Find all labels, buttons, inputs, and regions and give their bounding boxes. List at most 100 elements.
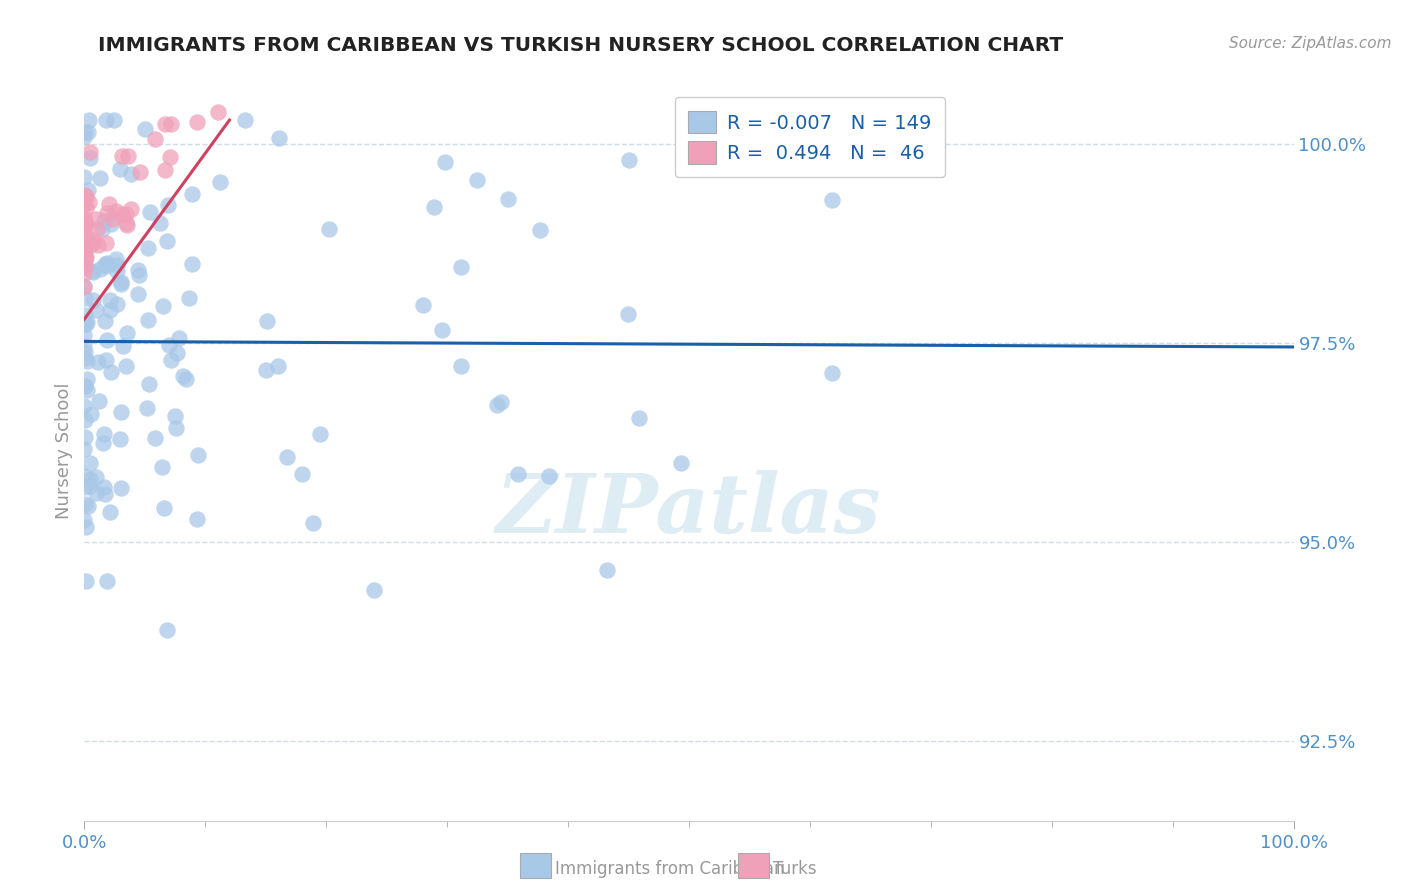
Text: IMMIGRANTS FROM CARIBBEAN VS TURKISH NURSERY SCHOOL CORRELATION CHART: IMMIGRANTS FROM CARIBBEAN VS TURKISH NUR… xyxy=(98,36,1063,54)
Point xyxy=(596,563,619,577)
Text: ZIPatlas: ZIPatlas xyxy=(496,470,882,549)
Point xyxy=(115,207,138,221)
Point xyxy=(180,186,202,201)
Point xyxy=(174,372,197,386)
Point xyxy=(82,293,104,307)
Point xyxy=(86,212,108,227)
Point xyxy=(485,398,508,412)
Point xyxy=(79,145,101,159)
Point xyxy=(157,338,180,352)
Point xyxy=(76,500,98,514)
Point xyxy=(208,175,231,189)
Point xyxy=(616,307,638,321)
Point xyxy=(75,260,97,275)
Point xyxy=(105,264,128,278)
Point xyxy=(136,241,159,255)
Point xyxy=(82,265,104,279)
Y-axis label: Nursery School: Nursery School xyxy=(55,382,73,519)
Point xyxy=(73,442,96,456)
Point xyxy=(434,154,457,169)
Point xyxy=(86,237,108,252)
Point xyxy=(291,467,314,481)
Point xyxy=(89,170,111,185)
Point xyxy=(80,237,103,252)
Point xyxy=(73,214,96,228)
Point xyxy=(75,201,97,215)
Point xyxy=(86,222,108,236)
Point xyxy=(73,129,96,144)
Point xyxy=(134,122,156,136)
Point xyxy=(73,317,96,331)
Point xyxy=(617,153,640,167)
Point xyxy=(115,326,138,340)
Point xyxy=(98,505,121,519)
Point xyxy=(117,149,139,163)
Point xyxy=(98,303,121,318)
Point xyxy=(498,193,520,207)
Point xyxy=(110,277,132,291)
Point xyxy=(145,132,167,146)
Point xyxy=(89,261,111,276)
Point xyxy=(96,352,118,367)
Point xyxy=(75,308,97,322)
Point xyxy=(187,449,209,463)
Point xyxy=(105,297,128,311)
Point xyxy=(75,252,97,267)
Point xyxy=(73,196,96,211)
Point xyxy=(115,359,138,373)
Point xyxy=(669,456,692,470)
Point xyxy=(157,198,180,212)
Point xyxy=(87,394,110,409)
Point xyxy=(165,421,187,435)
Point xyxy=(73,238,96,252)
Point xyxy=(73,279,96,293)
Point xyxy=(91,435,114,450)
Point xyxy=(254,362,277,376)
Point xyxy=(181,257,204,271)
Point xyxy=(363,583,385,598)
Point xyxy=(94,113,117,128)
Point xyxy=(75,251,97,265)
Point xyxy=(73,469,96,483)
Point xyxy=(75,318,97,332)
Point xyxy=(160,117,183,131)
Point xyxy=(128,268,150,283)
Point xyxy=(75,227,97,242)
Point xyxy=(267,130,290,145)
Point xyxy=(93,426,115,441)
Point xyxy=(80,235,103,250)
Point xyxy=(309,426,332,441)
Point xyxy=(76,354,98,368)
Point xyxy=(73,230,96,244)
Text: Immigrants from Caribbean: Immigrants from Caribbean xyxy=(555,860,785,878)
Point xyxy=(73,400,96,414)
Point xyxy=(821,366,844,380)
Point xyxy=(94,487,117,501)
Point xyxy=(276,450,298,464)
Point xyxy=(73,279,96,293)
Point xyxy=(108,432,131,446)
Point xyxy=(96,333,118,347)
Point xyxy=(107,258,129,272)
Point xyxy=(159,150,181,164)
Point xyxy=(75,234,97,248)
Text: Turks: Turks xyxy=(773,860,817,878)
Point xyxy=(110,276,132,290)
Point xyxy=(111,207,134,221)
Point xyxy=(73,378,96,392)
Point xyxy=(207,105,229,120)
Point xyxy=(105,252,128,266)
Point xyxy=(98,197,121,211)
Point xyxy=(75,520,97,534)
Text: Source: ZipAtlas.com: Source: ZipAtlas.com xyxy=(1229,36,1392,51)
Point xyxy=(73,513,96,527)
Point xyxy=(108,162,131,177)
Point xyxy=(186,512,208,526)
Point xyxy=(73,244,96,258)
Point xyxy=(115,216,138,230)
Point xyxy=(100,217,122,231)
Point xyxy=(450,260,472,274)
Point xyxy=(76,372,98,386)
Point xyxy=(111,149,134,163)
Point xyxy=(127,286,149,301)
